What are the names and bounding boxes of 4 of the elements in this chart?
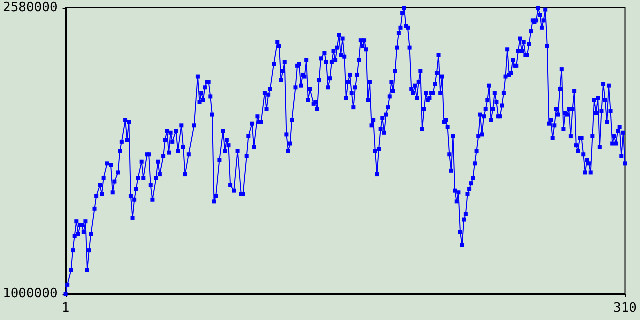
y-tick-label: 2580000 (2, 0, 58, 16)
y-tick-label: 1000000 (2, 286, 58, 302)
x-tick-label: 1 (62, 301, 70, 316)
x-tick-label: 310 (614, 301, 637, 316)
